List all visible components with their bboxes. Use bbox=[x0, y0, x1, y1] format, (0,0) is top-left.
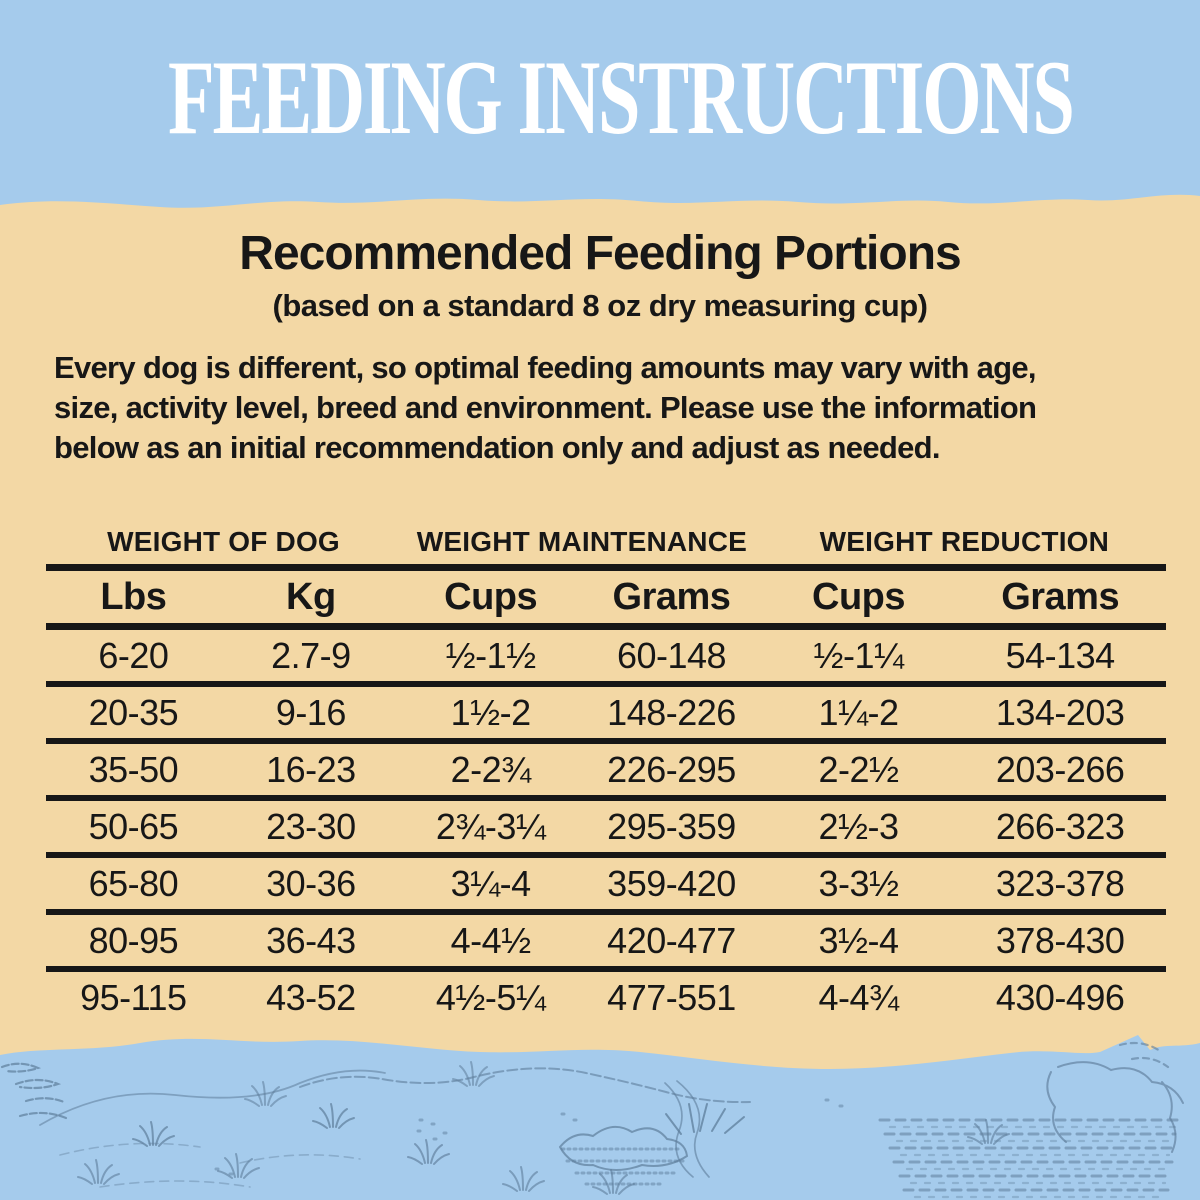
column-header-grams-1: Grams bbox=[580, 567, 763, 630]
table-cell: 54-134 bbox=[1005, 634, 1116, 676]
table-cell: 4-4½ bbox=[450, 919, 532, 961]
table-cell: 50-65 bbox=[88, 805, 179, 847]
landscape-illustration bbox=[0, 1035, 1200, 1200]
table-cell: 3¼-4 bbox=[450, 862, 532, 904]
table-cell: 65-80 bbox=[88, 862, 179, 904]
description-line: size, activity level, breed and environm… bbox=[54, 390, 1037, 425]
table-cell: ½-1¼ bbox=[813, 634, 904, 676]
description-line: below as an initial recommendation only … bbox=[54, 430, 940, 465]
table-cell: 20-35 bbox=[88, 691, 179, 733]
feeding-table: WEIGHT OF DOG WEIGHT MAINTENANCE WEIGHT … bbox=[46, 520, 1166, 1023]
table-cell: 203-266 bbox=[995, 748, 1125, 790]
table-cell: 420-477 bbox=[607, 919, 736, 961]
table-group-header-row: WEIGHT OF DOG WEIGHT MAINTENANCE WEIGHT … bbox=[46, 520, 1166, 571]
table-cell: 4½-5¼ bbox=[435, 976, 546, 1018]
table-row: 20-35 9-16 1½-2 148-226 1¼-2 134-203 bbox=[46, 684, 1166, 741]
table-row: 95-115 43-52 4½-5¼ 477-551 4-4¾ 430-496 bbox=[46, 969, 1166, 1023]
column-header-kg: Kg bbox=[220, 567, 402, 630]
table-row: 6-20 2.7-9 ½-1½ 60-148 ½-1¼ 54-134 bbox=[46, 627, 1166, 684]
page-title: FEEDING INSTRUCTIONS bbox=[167, 39, 1075, 156]
portions-description: Every dog is different, so optimal feedi… bbox=[54, 348, 1154, 468]
table-cell: 323-378 bbox=[995, 862, 1125, 904]
description-line: Every dog is different, so optimal feedi… bbox=[54, 350, 1037, 385]
table-cell: 9-16 bbox=[275, 691, 347, 733]
group-header-weight-reduction: WEIGHT REDUCTION bbox=[762, 520, 1166, 571]
table-column-header-row: Lbs Kg Cups Grams Cups Grams bbox=[46, 567, 1166, 630]
table-cell: 295-359 bbox=[607, 805, 736, 847]
portions-subheading: (based on a standard 8 oz dry measuring … bbox=[272, 288, 928, 323]
table-cell: 2½-3 bbox=[818, 805, 899, 847]
table-cell: 4-4¾ bbox=[818, 976, 899, 1018]
table-cell: 2¾-3¼ bbox=[435, 805, 546, 847]
table-cell: 134-203 bbox=[995, 691, 1125, 733]
feeding-table-body: 6-20 2.7-9 ½-1½ 60-148 ½-1¼ 54-134 20-35 9-16 1½… bbox=[46, 627, 1166, 1024]
table-cell: 30-36 bbox=[266, 862, 356, 904]
table-cell: 430-496 bbox=[995, 976, 1125, 1018]
table-cell: 2-2¾ bbox=[450, 748, 532, 790]
table-cell: 95-115 bbox=[80, 976, 187, 1018]
table-row: 80-95 36-43 4-4½ 420-477 3½-4 378-430 bbox=[46, 912, 1166, 969]
table-cell: 23-30 bbox=[266, 805, 356, 847]
table-cell: 2.7-9 bbox=[271, 634, 351, 676]
group-header-weight-of-dog: WEIGHT OF DOG bbox=[46, 520, 402, 571]
table-cell: 2-2½ bbox=[818, 748, 899, 790]
table-row: 35-50 16-23 2-2¾ 226-295 2-2½ 203-266 bbox=[46, 741, 1166, 798]
column-header-cups-1: Cups bbox=[401, 567, 581, 630]
table-cell: 359-420 bbox=[607, 862, 736, 904]
table-cell: 378-430 bbox=[995, 919, 1125, 961]
table-cell: 477-551 bbox=[607, 976, 736, 1018]
table-cell: 266-323 bbox=[995, 805, 1125, 847]
table-row: 65-80 30-36 3¼-4 359-420 3-3½ 323-378 bbox=[46, 855, 1166, 912]
table-cell: 148-226 bbox=[607, 691, 736, 733]
portions-heading: Recommended Feeding Portions bbox=[239, 227, 961, 280]
table-cell: 226-295 bbox=[607, 748, 736, 790]
table-cell: 35-50 bbox=[88, 748, 179, 790]
group-header-weight-maintenance: WEIGHT MAINTENANCE bbox=[401, 520, 763, 571]
table-cell: 60-148 bbox=[616, 634, 727, 676]
table-row: 50-65 23-30 2¾-3¼ 295-359 2½-3 266-323 bbox=[46, 798, 1166, 855]
table-cell: 1½-2 bbox=[450, 691, 532, 733]
table-cell: 43-52 bbox=[266, 976, 356, 1018]
table-cell: 3½-4 bbox=[818, 919, 899, 961]
column-header-lbs: Lbs bbox=[46, 567, 221, 630]
column-header-grams-2: Grams bbox=[954, 567, 1166, 630]
table-cell: 3-3½ bbox=[818, 862, 899, 904]
table-cell: 36-43 bbox=[266, 919, 356, 961]
table-cell: 16-23 bbox=[266, 748, 356, 790]
column-header-cups-2: Cups bbox=[762, 567, 955, 630]
table-cell: 1¼-2 bbox=[818, 691, 899, 733]
table-cell: 6-20 bbox=[98, 634, 169, 676]
table-cell: ½-1½ bbox=[445, 634, 537, 676]
sky-band-torn-edge bbox=[0, 0, 1200, 208]
table-cell: 80-95 bbox=[88, 919, 179, 961]
